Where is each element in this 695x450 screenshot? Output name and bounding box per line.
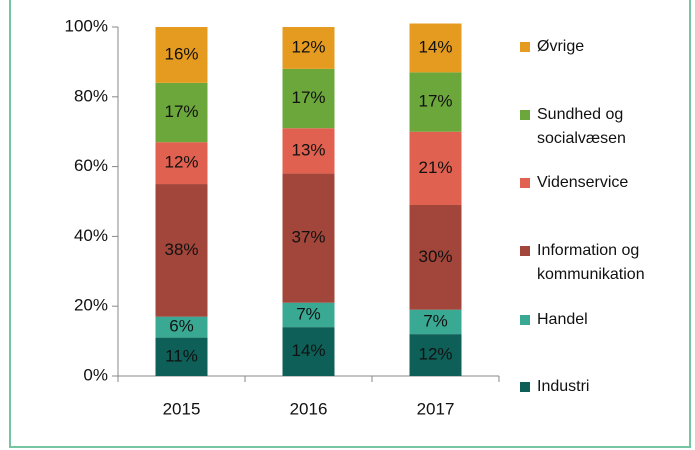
legend-swatch [520, 246, 530, 256]
bar-segment [409, 204, 462, 310]
data-label: 14% [291, 341, 325, 360]
legend-label: Industri [537, 378, 590, 395]
x-tick-label: 2015 [163, 399, 201, 418]
data-label: 7% [296, 304, 321, 323]
data-label: 13% [291, 140, 325, 159]
legend-swatch [520, 110, 530, 120]
frame [9, 0, 691, 448]
legend-swatch [520, 178, 530, 188]
legend-label: Videnservice [537, 174, 629, 191]
bar-segment [282, 173, 335, 303]
bar-segment [282, 302, 335, 328]
legend-label: Øvrige [537, 38, 585, 55]
data-label: 12% [291, 37, 325, 56]
data-label: 21% [418, 158, 452, 177]
data-label: 11% [165, 346, 198, 365]
bar-segment [282, 128, 335, 174]
legend-swatch [520, 382, 530, 392]
data-label: 37% [291, 228, 325, 247]
y-tick-label: 60% [74, 156, 108, 175]
data-label: 38% [164, 240, 198, 259]
legend-label: Sundhed og socialvæsen [537, 106, 626, 147]
legend-swatch [520, 42, 530, 52]
legend-label: Handel [537, 311, 588, 328]
bar-segment [155, 316, 208, 338]
bar-segment [155, 337, 208, 376]
data-label: 30% [418, 247, 452, 266]
bar-segment [409, 131, 462, 205]
bar-segment [409, 72, 462, 132]
bar-segment [282, 27, 335, 69]
bar-segment [155, 82, 208, 143]
data-label: 14% [418, 37, 452, 56]
data-label: 17% [418, 92, 452, 111]
bar-segment [282, 327, 335, 376]
y-tick-label: 80% [74, 86, 108, 105]
data-label: 12% [418, 345, 452, 364]
data-label: 17% [164, 102, 198, 121]
y-tick-label: 0% [83, 365, 108, 384]
bar-segment [155, 184, 208, 317]
data-label: 6% [169, 317, 194, 336]
data-label: 7% [423, 311, 448, 330]
x-tick-label: 2016 [290, 399, 328, 418]
bar-segment [155, 27, 208, 83]
data-label: 12% [164, 153, 198, 172]
bar-segment [409, 334, 462, 376]
y-tick-label: 40% [74, 226, 108, 245]
y-tick-label: 20% [74, 296, 108, 315]
data-label: 17% [291, 88, 325, 107]
bar-segment [409, 23, 462, 73]
data-label: 16% [164, 44, 198, 63]
legend-label: Information og kommunikation [537, 242, 645, 283]
bar-segment [282, 68, 335, 129]
bar-segment [409, 309, 462, 335]
x-tick-label: 2017 [417, 399, 455, 418]
y-tick-label: 100% [65, 16, 108, 35]
bar-segment [155, 142, 208, 185]
legend-swatch [520, 315, 530, 325]
